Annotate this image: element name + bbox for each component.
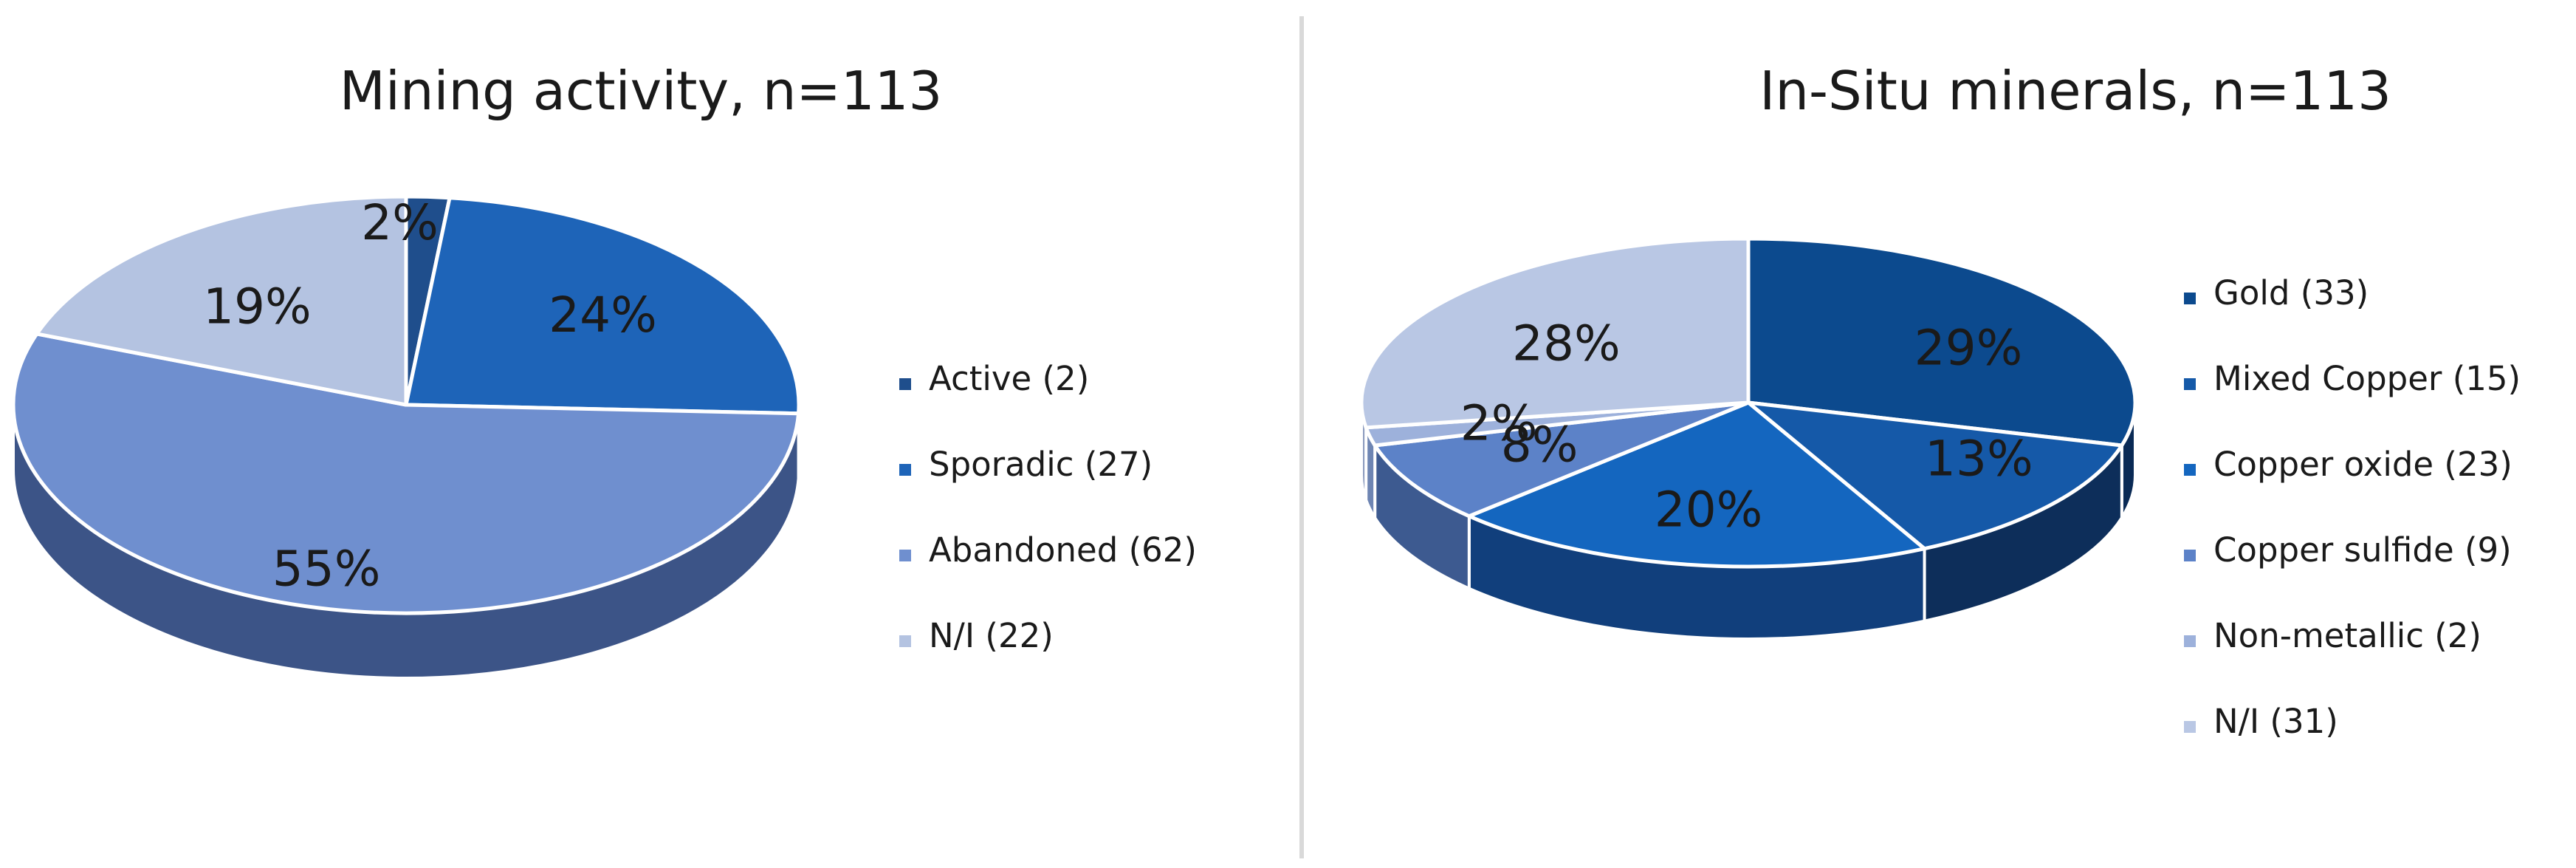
chart-divider bbox=[1299, 16, 1304, 858]
legend-entry: Mixed Copper (15) bbox=[2213, 359, 2521, 398]
legend-swatch bbox=[2184, 721, 2196, 733]
legend-entry: N/I (22) bbox=[929, 616, 1054, 655]
legend: Active (2) Sporadic (27) Abandoned (62) N/I… bbox=[899, 359, 1197, 655]
legend-swatch bbox=[899, 378, 911, 390]
pie-percent-label: 2% bbox=[1460, 394, 1538, 451]
pie-percent-label: 2% bbox=[361, 194, 439, 251]
legend-entry: Copper oxide (23) bbox=[2213, 445, 2513, 484]
legend-swatch bbox=[2184, 550, 2196, 561]
pie-percent-label: 20% bbox=[1655, 482, 1763, 539]
chart-title: In-Situ minerals, n=113 bbox=[1759, 60, 2391, 122]
legend-entry: Non-metallic (2) bbox=[2213, 616, 2481, 655]
legend-swatch bbox=[2184, 635, 2196, 647]
pie-percent-label: 55% bbox=[272, 541, 381, 598]
legend-entry: Abandoned (62) bbox=[929, 530, 1197, 570]
legend: Gold (33) Mixed Copper (15) Copper oxide (… bbox=[2184, 273, 2521, 741]
chart-title: Mining activity, n=113 bbox=[340, 60, 943, 122]
legend-entry: Copper sulfide (9) bbox=[2213, 530, 2512, 570]
pie-percent-label: 24% bbox=[549, 287, 657, 344]
legend-swatch bbox=[2184, 464, 2196, 476]
pie-slices bbox=[13, 197, 799, 613]
legend-swatch bbox=[899, 550, 911, 561]
legend-entry: N/I (31) bbox=[2213, 702, 2338, 741]
legend-entry: Gold (33) bbox=[2213, 273, 2369, 312]
legend-entry: Active (2) bbox=[929, 359, 1089, 398]
legend-swatch bbox=[899, 464, 911, 476]
pie-percent-label: 19% bbox=[203, 278, 312, 335]
pie-chart-1: Mining activity, n=113 2% 24% 55% 19% Active … bbox=[13, 60, 1197, 678]
pie-percent-label: 29% bbox=[1914, 319, 2023, 376]
legend-swatch bbox=[2184, 378, 2196, 390]
legend-swatch bbox=[2184, 293, 2196, 304]
pie-chart-2: In-Situ minerals, n=11329%13%20%8%2%28%G… bbox=[1361, 60, 2521, 741]
legend-entry: Sporadic (27) bbox=[929, 445, 1153, 484]
pie-percent-label: 28% bbox=[1512, 315, 1621, 372]
legend-swatch bbox=[899, 635, 911, 647]
pie-percent-label: 13% bbox=[1925, 431, 2033, 488]
